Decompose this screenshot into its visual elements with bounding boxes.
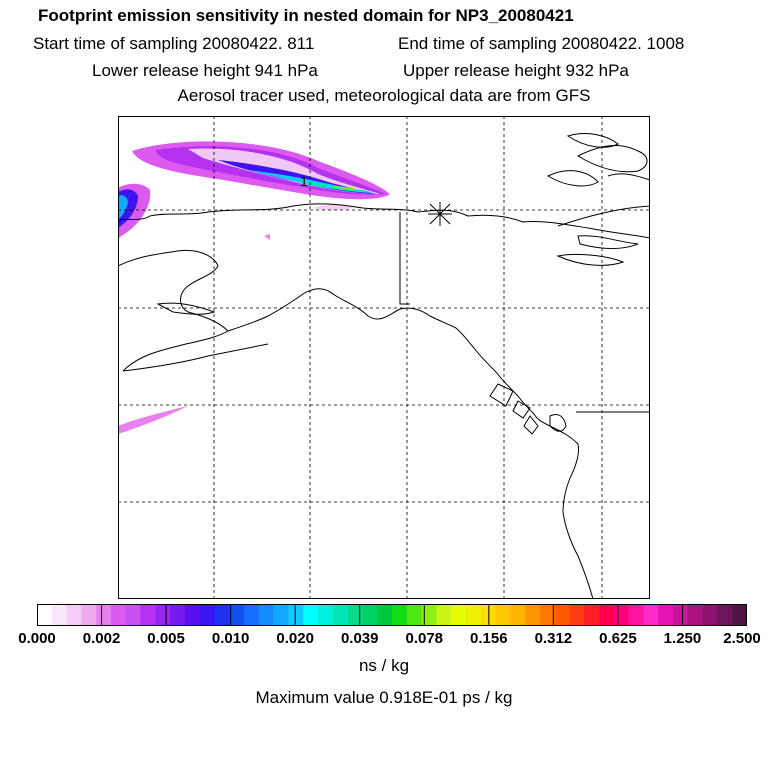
colorbar-tick-label: 0.002 — [82, 630, 121, 647]
colorbar-tick-label: 0.312 — [534, 630, 573, 647]
colorbar-swatch — [332, 604, 348, 626]
colorbar-swatch — [421, 604, 437, 626]
colorbar-swatch — [436, 604, 452, 626]
political-boundaries — [399, 212, 650, 413]
colorbar-tick-label: 0.010 — [211, 630, 250, 647]
sampling-end-time: End time of sampling 20080422. 1008 — [398, 34, 685, 53]
colorbar-swatch — [539, 604, 556, 626]
colorbar-swatch — [229, 604, 245, 626]
colorbar-swatch — [362, 604, 378, 626]
colorbar-swatch — [480, 604, 496, 626]
colorbar-swatch — [37, 604, 53, 626]
emission-plume-north — [132, 141, 390, 211]
colorbar-swatch — [554, 604, 570, 626]
colorbar-swatch — [377, 604, 393, 626]
colorbar-swatch — [288, 604, 304, 626]
upper-release-height: Upper release height 932 hPa — [403, 61, 629, 80]
colorbar-swatch — [110, 604, 127, 626]
colorbar-swatch — [51, 604, 67, 626]
colorbar-swatch — [495, 604, 511, 626]
colorbar-swatch — [406, 604, 422, 626]
colorbar-swatch — [214, 604, 230, 626]
colorbar-swatch — [125, 604, 141, 626]
colorbar-swatch — [273, 604, 289, 626]
colorbar-swatch — [465, 604, 482, 626]
colorbar-tick-label: 0.625 — [599, 630, 637, 647]
colorbar-swatch — [392, 604, 408, 626]
coastlines — [118, 133, 650, 599]
colorbar-tick-label: 2.500 — [723, 630, 761, 647]
colorbar-swatch — [643, 604, 659, 626]
emission-plume-west — [118, 183, 270, 434]
colorbar-swatch — [66, 604, 82, 626]
colorbar-tick-label: 0.020 — [276, 630, 314, 647]
colorbar-swatch — [687, 604, 703, 626]
colorbar-swatch — [140, 604, 156, 626]
colorbar-tick-label: 0.078 — [405, 630, 444, 647]
colorbar-swatch — [525, 604, 541, 626]
tracer-info: Aerosol tracer used, meteorological data… — [177, 86, 591, 105]
colorbar-swatch — [584, 604, 600, 626]
colorbar-swatch — [451, 604, 467, 626]
colorbar-swatch — [155, 604, 171, 626]
colorbar-tick-label: 0.156 — [470, 630, 508, 647]
colorbar-swatch — [510, 604, 526, 626]
colorbar-swatch — [702, 604, 718, 626]
colorbar-border — [37, 604, 747, 626]
colorbar-swatch — [81, 604, 97, 626]
colorbar-units: ns / kg — [358, 656, 410, 675]
contour-label: 1 — [300, 173, 308, 189]
colorbar-swatch — [170, 604, 186, 626]
colorbar-tick-label: 0.039 — [340, 630, 379, 647]
colorbar-swatch — [318, 604, 334, 626]
sampling-start-time: Start time of sampling 20080422. 811 — [33, 34, 315, 53]
plot-title: Footprint emission sensitivity in nested… — [38, 6, 574, 25]
colorbar-tick-label: 0.005 — [147, 630, 185, 647]
colorbar-swatch — [184, 604, 201, 626]
colorbar — [37, 604, 747, 626]
colorbar-swatch — [717, 604, 733, 626]
colorbar-swatch — [258, 604, 274, 626]
asterisk-icon — [428, 202, 452, 226]
colorbar-swatch — [628, 604, 644, 626]
colorbar-swatch — [96, 604, 112, 626]
colorbar-swatch — [673, 604, 689, 626]
colorbar-swatch — [244, 604, 260, 626]
colorbar-swatch — [658, 604, 674, 626]
lower-release-height: Lower release height 941 hPa — [92, 61, 318, 80]
colorbar-swatch — [569, 604, 585, 626]
lat-lon-grid — [118, 116, 650, 599]
colorbar-swatch — [613, 604, 629, 626]
colorbar-swatch — [599, 604, 615, 626]
colorbar-swatch — [347, 604, 363, 626]
colorbar-swatch — [732, 604, 747, 626]
footprint-map: 1 — [118, 116, 650, 599]
colorbar-tick-label: 1.250 — [663, 630, 702, 647]
colorbar-swatch — [199, 604, 215, 626]
maximum-value: Maximum value 0.918E-01 ps / kg — [255, 688, 513, 707]
colorbar-swatch — [303, 604, 319, 626]
colorbar-tick-label: 0.000 — [18, 630, 56, 647]
